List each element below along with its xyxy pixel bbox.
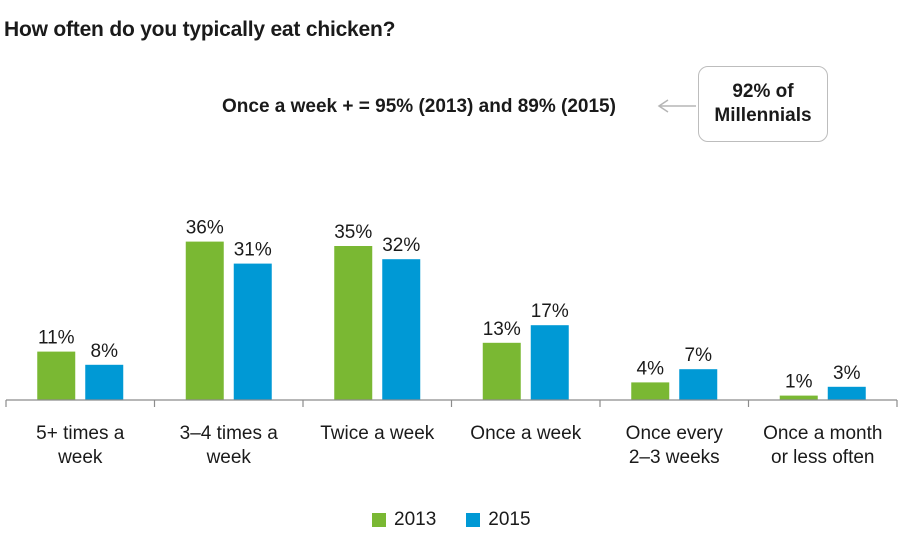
legend: 2013 2015 <box>372 509 531 531</box>
bar-2013-4 <box>631 382 670 400</box>
tick-label-4: Once every 2–3 weeks <box>626 423 724 468</box>
millennials-callout: 92% of Millennials <box>698 66 828 142</box>
bar-2013-3 <box>482 342 521 400</box>
data-label-2013-3: 13% <box>483 319 521 340</box>
tick-label-1: 3–4 times a week <box>180 423 279 468</box>
legend-swatch-2013 <box>372 513 386 527</box>
bar-2013-1 <box>185 241 224 400</box>
tick-label-2: Twice a week <box>320 423 435 444</box>
data-label-2013-0: 11% <box>38 328 75 349</box>
bar-2015-0 <box>85 364 124 400</box>
data-label-2013-4: 4% <box>637 358 665 379</box>
bar-2015-2 <box>382 259 421 400</box>
x-tick-labels: 5+ times a week 3–4 times a week Twice a wee… <box>36 423 882 468</box>
tick-label-3: Once a week <box>470 423 581 444</box>
bar-2013-0 <box>37 351 76 400</box>
legend-item-2015: 2015 <box>466 509 531 531</box>
data-label-2015-4: 7% <box>685 345 713 366</box>
bars <box>37 241 866 400</box>
data-label-2015-0: 8% <box>91 341 119 362</box>
legend-label-2013: 2013 <box>394 509 437 530</box>
tick-label-5: Once a month or less often <box>763 423 882 468</box>
data-label-2015-5: 3% <box>833 363 861 384</box>
bar-2015-3 <box>530 325 569 400</box>
arrow-head <box>657 99 669 113</box>
legend-swatch-2015 <box>466 513 481 527</box>
chart-title: How often do you typically eat chicken? <box>4 18 396 41</box>
data-label-2013-1: 36% <box>186 218 224 239</box>
bar-2015-1 <box>233 263 272 400</box>
tick-label-0: 5+ times a week <box>36 423 125 468</box>
data-label-2015-3: 17% <box>531 301 569 322</box>
bar-2015-4 <box>679 369 718 400</box>
annotation-text: Once a week + = 95% (2013) and 89% (2015… <box>222 96 616 117</box>
data-label-2015-2: 32% <box>382 235 420 256</box>
data-label-2013-5: 1% <box>785 372 813 393</box>
bar-2015-5 <box>827 386 866 400</box>
bar-2013-5 <box>779 395 818 400</box>
callout-arrow <box>657 99 696 113</box>
data-labels: 11% 8% 36% 31% 35% 32% 13% 17% 4% 7% 1% 3% <box>38 218 861 393</box>
legend-item-2013: 2013 <box>372 509 436 531</box>
data-label-2013-2: 35% <box>334 222 372 243</box>
bar-2013-2 <box>334 246 373 400</box>
data-label-2015-1: 31% <box>234 240 272 261</box>
legend-label-2015: 2015 <box>488 509 531 530</box>
x-axis <box>5 399 898 407</box>
